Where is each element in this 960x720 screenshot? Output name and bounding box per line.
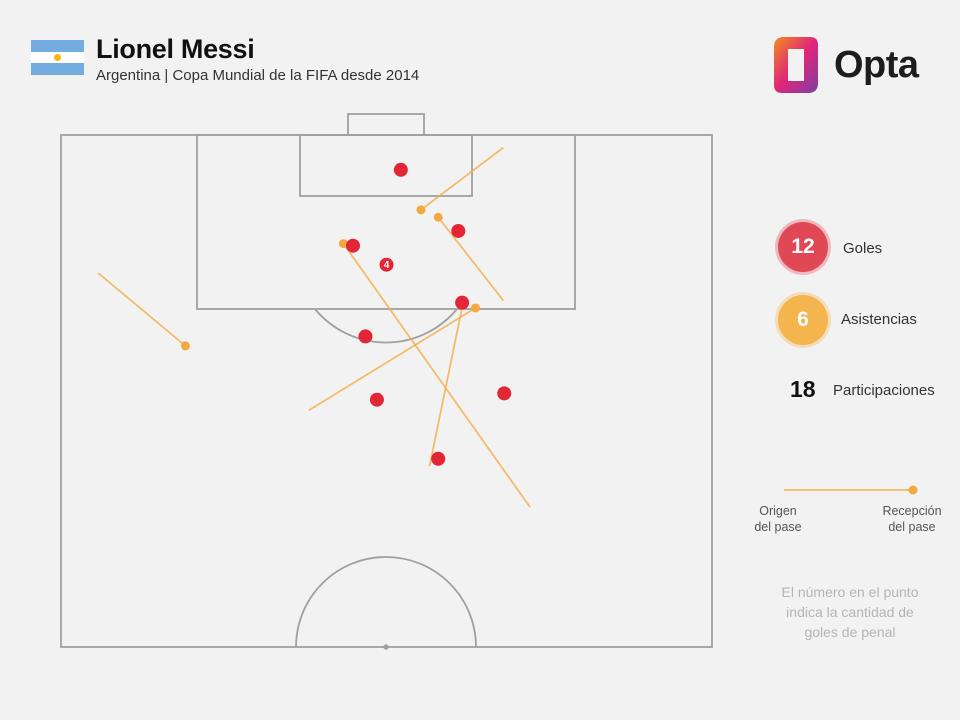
page-subtitle: Argentina | Copa Mundial de la FIFA desd… [96, 67, 420, 84]
legend-reception-label: Recepción del pase [876, 503, 948, 535]
pitch-markings [60, 113, 713, 650]
sun-of-may-icon [54, 53, 61, 61]
page-title: Lionel Messi [96, 34, 255, 64]
assist-reception-dot-1 [433, 212, 443, 222]
assist-pass-line-0 [420, 146, 504, 211]
assist-pass-line-2 [342, 243, 531, 508]
goal-layer: 4 [345, 162, 512, 466]
goal-point-5 [358, 329, 373, 344]
assists-count-badge: 6 [778, 295, 828, 345]
assist-pass-line-1 [437, 216, 505, 302]
six-yard-box [299, 134, 473, 197]
center-spot [383, 644, 389, 650]
total-participations-count: 18 [790, 376, 816, 402]
legend-reception-line2: del pase [888, 520, 936, 534]
argentina-flag-icon [31, 40, 84, 75]
legend-origin-line1: Origen [759, 504, 797, 518]
legend-reception-dot [908, 485, 918, 495]
pitch-outline [60, 134, 713, 648]
goal-point-7 [497, 386, 512, 401]
assist-pass-line-4 [428, 302, 464, 467]
center-circle [295, 556, 477, 648]
assist-reception-dot-3 [471, 303, 481, 313]
flag-stripe-bottom [31, 63, 84, 75]
assist-reception-dot-0 [416, 205, 426, 215]
assists-count: 6 [797, 308, 809, 331]
goal-frame [347, 113, 425, 136]
assist-pass-line-5 [97, 272, 187, 347]
assist-reception-dot-5 [180, 341, 190, 351]
note-line2: indica la cantidad de [786, 604, 914, 620]
goal-point-1 [451, 223, 466, 238]
penalty-area [196, 134, 576, 310]
assist-reception-dot-2 [338, 239, 348, 249]
goals-count: 12 [791, 235, 815, 258]
goals-label: Goles [843, 240, 883, 257]
goals-count-badge: 12 [778, 222, 828, 272]
note-line3: goles de penal [804, 624, 896, 640]
goal-point-6 [369, 392, 384, 407]
assist-layer [97, 146, 531, 508]
penalty-goal-point [379, 257, 394, 272]
opta-logo-icon [774, 37, 818, 93]
legend-origin-line2: del pase [754, 520, 802, 534]
total-participations-label: Participaciones [833, 382, 935, 399]
legend-reception-line1: Recepción [882, 504, 942, 518]
goal-point-0 [393, 162, 408, 177]
penalty-note: El número en el punto indica la cantidad… [760, 582, 940, 642]
flag-stripe-top [31, 40, 84, 52]
penalty-arc [314, 308, 458, 344]
opta-logo-text: Opta [834, 44, 919, 86]
flag-stripe-middle [31, 51, 84, 64]
penalty-goal-count-label: 4 [384, 260, 390, 271]
goal-point-8 [431, 451, 446, 466]
assist-pass-line-3 [308, 307, 477, 412]
legend-origin-label: Origen del pase [748, 503, 808, 535]
note-line1: El número en el punto [781, 584, 919, 600]
assists-label: Asistencias [841, 311, 917, 328]
goal-point-2 [345, 238, 360, 253]
goal-point-4 [455, 295, 470, 310]
